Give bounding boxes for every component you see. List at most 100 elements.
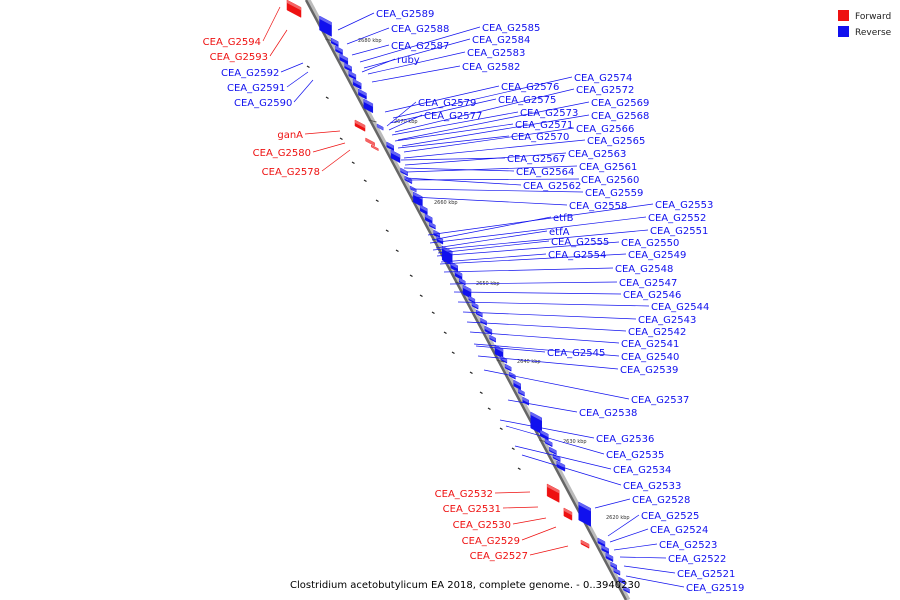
leader-line: [394, 88, 575, 133]
leader-line: [623, 565, 676, 574]
gene-label-cea-g2563: CEA_G2563: [568, 149, 626, 160]
gene-label-cea-g2552: CEA_G2552: [648, 213, 706, 224]
gene-label-cea-g2594: CEA_G2594: [203, 37, 261, 48]
leader-line: [453, 291, 622, 295]
gene-label-cea-g2593: CEA_G2593: [210, 52, 268, 63]
leader-line: [457, 301, 650, 307]
gene-label-cea-g2567: CEA_G2567: [507, 154, 565, 165]
reverse-gene-feature: [500, 355, 508, 364]
leader-line: [449, 281, 618, 285]
gene-label-cea-g2551: CEA_G2551: [650, 226, 708, 237]
marker-dash: [517, 467, 521, 471]
reverse-gene-feature: [348, 70, 357, 81]
leader-line: [401, 114, 590, 147]
leader-line: [469, 331, 620, 344]
reverse-gene-feature: [358, 88, 367, 100]
gene-label-cea-g2565: CEA_G2565: [587, 136, 645, 147]
gene-label-cea-g2558: CEA_G2558: [569, 201, 627, 212]
reverse-gene-feature: [480, 317, 487, 326]
forward-gene-feature: [546, 483, 560, 503]
marker-dash: [339, 137, 343, 141]
marker-dash: [325, 96, 329, 100]
leader-line: [499, 419, 595, 439]
legend-forward-label: Forward: [855, 12, 891, 22]
gene-label-cea-g2525: CEA_G2525: [641, 511, 699, 522]
reverse-gene-feature: [390, 149, 401, 164]
marker-dash: [385, 229, 389, 233]
gene-label-cea-g2528: CEA_G2528: [632, 495, 690, 506]
gene-label-cea-g2519: CEA_G2519: [686, 583, 744, 594]
leader-line: [346, 27, 390, 45]
forward-gene-feature: [563, 507, 573, 521]
gene-label-cea-g2555: CEA_G2555: [551, 237, 609, 248]
leader-line: [321, 149, 351, 172]
leader-line: [436, 241, 620, 257]
marker-dash: [487, 407, 491, 411]
reverse-gene-feature: [386, 141, 394, 152]
gene-label-cea-g2577: CEA_G2577: [424, 111, 482, 122]
marker-dash: [363, 179, 367, 183]
gene-label-cea-g2570: CEA_G2570: [511, 132, 569, 143]
gene-label-cea-g2587: CEA_G2587: [391, 41, 449, 52]
gene-label-cea-g2560: CEA_G2560: [581, 175, 639, 186]
leader-line: [432, 229, 649, 251]
leader-line: [280, 62, 304, 73]
tick-label: 2640 kbp: [517, 359, 541, 365]
leader-line: [397, 101, 590, 141]
leader-line: [403, 167, 515, 172]
leader-line: [269, 29, 288, 57]
gene-label-cea-g2588: CEA_G2588: [391, 24, 449, 35]
reverse-gene-feature: [578, 501, 591, 527]
gene-label-cea-g2539: CEA_G2539: [620, 365, 678, 376]
leader-line: [613, 543, 658, 551]
marker-dash: [431, 311, 435, 315]
legend-reverse-swatch: [838, 26, 849, 37]
leader-line: [609, 528, 649, 543]
gene-label-cea-g2550: CEA_G2550: [621, 238, 679, 249]
tick-label: 2620 kbp: [606, 515, 630, 521]
gene-label-cea-g2545: CEA_G2545: [547, 348, 605, 359]
gene-label-cea-g2590: CEA_G2590: [234, 98, 292, 109]
reverse-gene-feature: [613, 567, 621, 576]
gene-label-cea-g2521: CEA_G2521: [677, 569, 735, 580]
gene-label-cea-g2533: CEA_G2533: [623, 481, 681, 492]
leader-line: [462, 311, 637, 320]
leader-line: [405, 177, 522, 186]
leader-line: [403, 127, 575, 153]
gene-label-cea-g2578: CEA_G2578: [262, 167, 320, 178]
leader-line: [427, 203, 654, 236]
marker-dash: [395, 249, 399, 253]
leader-line: [384, 85, 500, 113]
reverse-gene-feature: [504, 363, 512, 372]
leader-line: [411, 196, 568, 206]
forward-gene-feature: [365, 137, 375, 147]
marker-dash: [479, 391, 483, 395]
leader-line: [475, 345, 546, 353]
gene-label-cea-g2559: CEA_G2559: [585, 188, 643, 199]
leader-line: [403, 139, 586, 159]
leader-line: [466, 321, 627, 332]
leader-line: [286, 71, 309, 88]
leader-line: [397, 135, 510, 149]
tick-mark: [496, 359, 505, 363]
leader-line: [404, 152, 567, 166]
gene-label-cea-g2582: CEA_G2582: [462, 62, 520, 73]
gene-label-cea-g2529: CEA_G2529: [462, 536, 520, 547]
gene-label-cea-g2591: CEA_G2591: [227, 83, 285, 94]
gene-label-cea-g2580: CEA_G2580: [253, 148, 311, 159]
leader-line: [359, 26, 481, 63]
leader-line: [337, 12, 375, 31]
marker-dash: [469, 371, 473, 375]
gene-label-etfb: etfB: [553, 213, 574, 224]
gene-label-cea-g2579: CEA_G2579: [418, 98, 476, 109]
reverse-gene-feature: [459, 277, 466, 286]
leader-line: [505, 425, 605, 455]
leader-line: [312, 142, 346, 153]
gene-label-cea-g2592: CEA_G2592: [221, 68, 279, 79]
leader-line: [494, 491, 531, 494]
gene-label-cea-g2573: CEA_G2573: [520, 108, 578, 119]
leader-line: [607, 514, 640, 537]
leader-line: [435, 230, 548, 249]
